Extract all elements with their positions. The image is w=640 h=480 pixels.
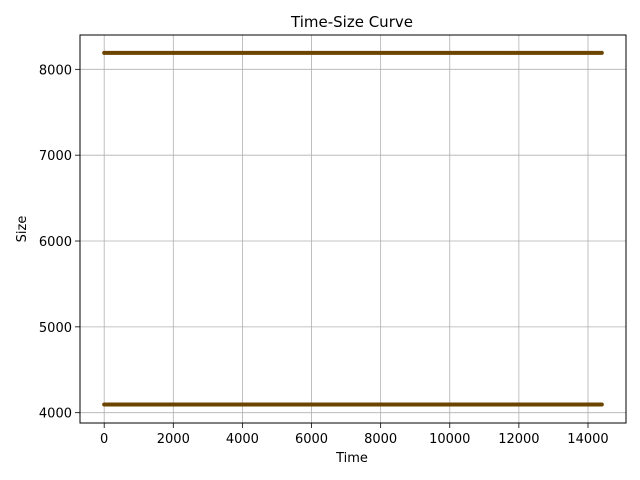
x-tick-label: 8000 bbox=[364, 432, 397, 447]
x-tick-label: 4000 bbox=[226, 432, 259, 447]
axis-ticks: 0 2000 4000 6000 8000 10000 12000 14000 4000 5000… bbox=[39, 63, 609, 447]
y-axis-label: Size bbox=[15, 216, 30, 243]
x-tick-label: 6000 bbox=[295, 432, 328, 447]
y-tick-label: 6000 bbox=[39, 235, 72, 250]
data-series bbox=[102, 50, 604, 407]
y-tick-label: 8000 bbox=[39, 63, 72, 78]
x-tick-label: 0 bbox=[100, 432, 108, 447]
x-tick-label: 10000 bbox=[429, 432, 470, 447]
x-tick-label: 2000 bbox=[157, 432, 190, 447]
y-tick-label: 4000 bbox=[39, 407, 72, 422]
plot-area-frame bbox=[79, 34, 627, 424]
y-tick-label: 7000 bbox=[39, 149, 72, 164]
y-tick-label: 5000 bbox=[39, 321, 72, 336]
x-tick-label: 12000 bbox=[498, 432, 539, 447]
grid-lines bbox=[80, 35, 626, 423]
x-tick-label: 14000 bbox=[567, 432, 608, 447]
x-axis-label: Time bbox=[335, 451, 368, 466]
chart-title: Time-Size Curve bbox=[290, 13, 413, 31]
